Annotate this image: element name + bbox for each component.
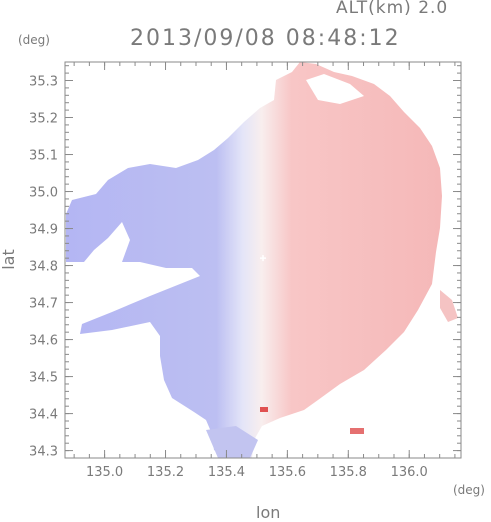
chart-title-timestamp: 2013/09/08 08:48:12 (130, 26, 401, 51)
y-tick-label: 35.0 (29, 186, 58, 201)
x-axis-label: lon (256, 503, 281, 522)
y-tick-label: 34.8 (29, 260, 58, 275)
radar-echo-speck-red-2 (350, 428, 364, 434)
axes-ticks: 135.0 135.2 135.4 135.6 135.8 136.0 34.3 34.4 34… (29, 62, 461, 480)
y-tick-label: 34.4 (29, 408, 58, 423)
y-tick-label: 34.9 (29, 223, 58, 238)
radar-echo-hole-north (306, 74, 364, 104)
y-tick-label: 34.5 (29, 371, 58, 386)
y-tick-label: 34.3 (29, 445, 58, 460)
y-tick-label: 35.3 (29, 75, 58, 90)
radar-center-marker (260, 255, 266, 262)
y-tick-label: 34.6 (29, 334, 58, 349)
y-tick-label: 35.1 (29, 149, 58, 164)
y-tick-label: 35.2 (29, 112, 58, 127)
radar-echo-field (66, 62, 458, 458)
x-tick-label: 135.2 (147, 465, 184, 480)
plot-border (64, 61, 462, 459)
x-tick-label: 135.8 (330, 465, 367, 480)
x-tick-label: 135.0 (86, 465, 123, 480)
radar-echo-speck-red (260, 407, 268, 412)
y-tick-label: 34.7 (29, 297, 58, 312)
x-tick-label: 135.4 (208, 465, 245, 480)
x-tick-label: 136.0 (391, 465, 428, 480)
x-axis-unit: (deg) (453, 483, 485, 497)
radar-echo-patch-south (206, 426, 258, 458)
radar-echo-patch-east (440, 290, 458, 322)
x-tick-label: 135.6 (269, 465, 306, 480)
axes-frame (64, 61, 462, 459)
y-axis-unit: (deg) (18, 33, 50, 47)
altitude-label: ALT(km) 2.0 (336, 0, 449, 18)
radar-echo-area (66, 62, 442, 458)
